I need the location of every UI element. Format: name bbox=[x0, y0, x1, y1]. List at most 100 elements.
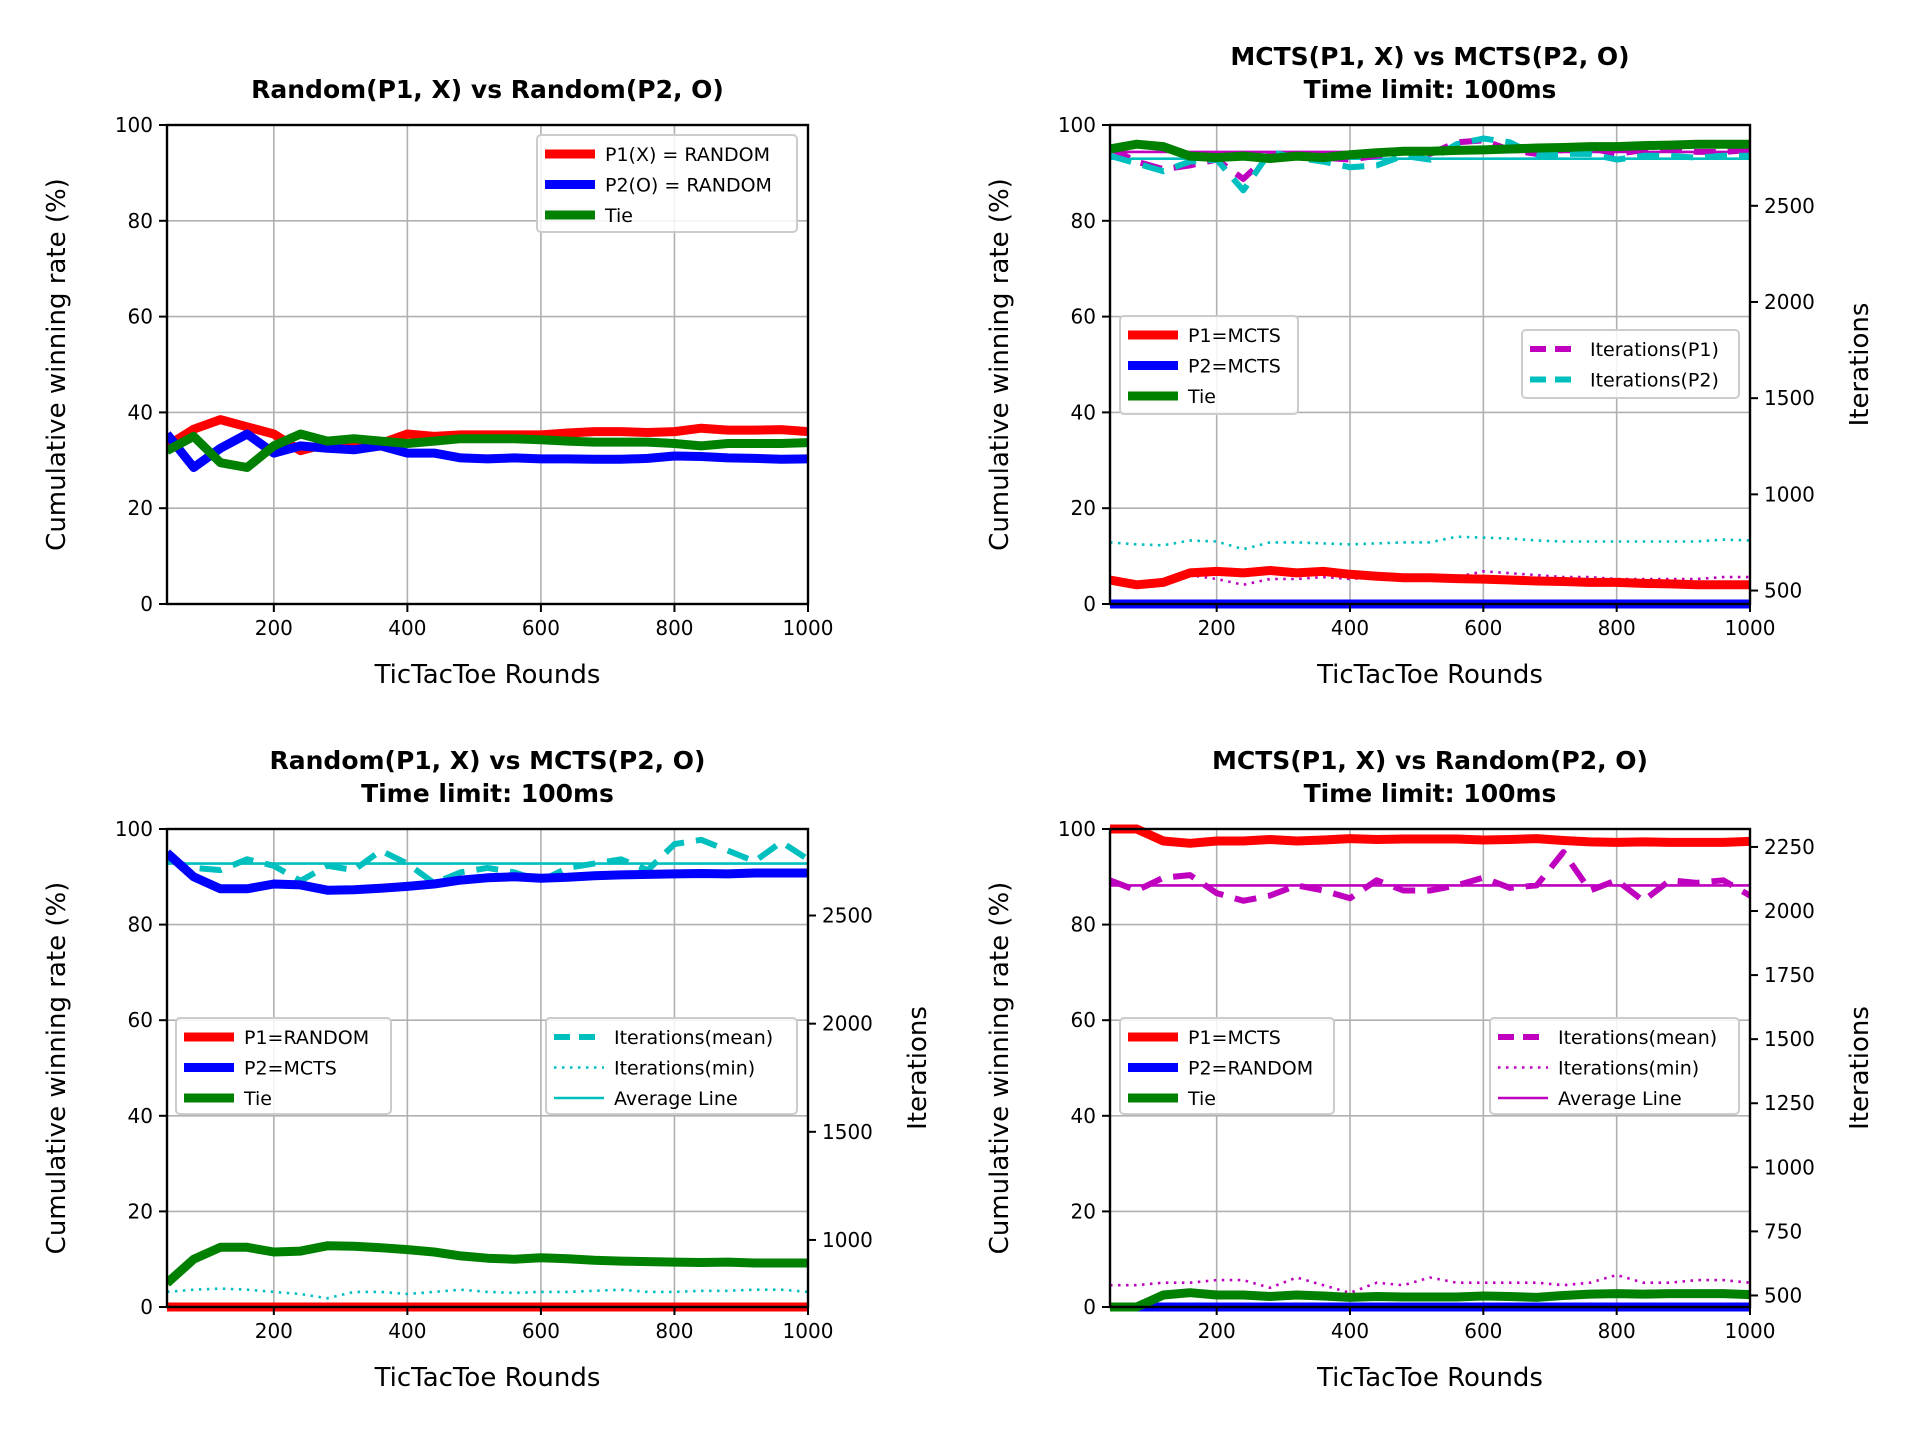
legend-secondary: Iterations(mean) Iterations(min) Average L… bbox=[1489, 1017, 1740, 1115]
x-tick-label: 800 bbox=[1598, 616, 1636, 640]
y-tick-label: 100 bbox=[1058, 113, 1096, 137]
legend: P1(X) = RANDOM P2(O) = RANDOM Tie bbox=[536, 134, 798, 233]
chart-title: Random(P1, X) vs MCTS(P2, O) bbox=[270, 746, 706, 775]
y-axis-label: Cumulative winning rate (%) bbox=[42, 178, 72, 551]
x-axis-label: TicTacToe Rounds bbox=[1316, 1363, 1543, 1393]
chart-title: Time limit: 100ms bbox=[361, 779, 614, 808]
legend-entry-tie: Tie bbox=[243, 1088, 272, 1110]
series-line-tie bbox=[167, 1241, 808, 1287]
y-tick-label: 60 bbox=[128, 305, 153, 329]
series-line-tie bbox=[1110, 1288, 1750, 1312]
chart-panel-1: 200 400 600 800 1000 0 20 40 60 80 100 Random(P1, X… bbox=[42, 75, 833, 690]
y-tick-label: 80 bbox=[128, 209, 153, 233]
x-tick-label: 600 bbox=[522, 616, 560, 640]
axes-frame bbox=[1108, 827, 1752, 1309]
y-axis-label: Cumulative winning rate (%) bbox=[42, 882, 72, 1255]
legend-entry-p1-x-random: P1(X) = RANDOM bbox=[605, 144, 770, 166]
x-axis-label: TicTacToe Rounds bbox=[1316, 660, 1543, 690]
legend-secondary: Iterations(P1) Iterations(P2) bbox=[1521, 329, 1740, 399]
legend-entry-p1-mcts: P1=MCTS bbox=[1188, 325, 1281, 347]
y2-tick-label: 2000 bbox=[1764, 899, 1815, 923]
y-tick-label: 80 bbox=[1071, 209, 1096, 233]
series-line-iterations-min bbox=[1110, 1273, 1750, 1295]
y2-axis-label: Iterations bbox=[903, 1006, 933, 1130]
y-tick-label: 20 bbox=[128, 496, 153, 520]
y-tick-label: 60 bbox=[1071, 1008, 1096, 1032]
y-tick-label: 20 bbox=[128, 1199, 153, 1223]
y-tick-label: 80 bbox=[128, 913, 153, 937]
y-tick-label: 40 bbox=[128, 1104, 153, 1128]
legend-entry-p2-mcts: P2=MCTS bbox=[244, 1058, 337, 1080]
y2-tick-label: 1500 bbox=[822, 1120, 873, 1144]
y-axis-label: Cumulative winning rate (%) bbox=[985, 178, 1015, 551]
chart-title: MCTS(P1, X) vs Random(P2, O) bbox=[1212, 746, 1648, 775]
legend-entry-iterations-p1: Iterations(P1) bbox=[1590, 339, 1719, 361]
y2-axis-label: Iterations bbox=[1845, 303, 1875, 427]
legend-entry-tie: Tie bbox=[1187, 1088, 1216, 1110]
legend-entry-p2-o-random: P2(O) = RANDOM bbox=[605, 175, 772, 197]
y2-tick-label: 1500 bbox=[1764, 386, 1815, 410]
series-line-p2-o-random bbox=[167, 429, 808, 472]
y-tick-label: 60 bbox=[1071, 305, 1096, 329]
y2-tick-label: 1000 bbox=[822, 1228, 873, 1252]
y2-tick-label: 2000 bbox=[822, 1012, 873, 1036]
chart-title: MCTS(P1, X) vs MCTS(P2, O) bbox=[1230, 42, 1629, 71]
x-tick-label: 200 bbox=[255, 616, 293, 640]
y2-tick-label: 2500 bbox=[822, 904, 873, 928]
chart-panel-2: 200 400 600 800 1000 0 20 40 60 80 100 500 1000 1500 2… bbox=[985, 42, 1875, 690]
x-tick-label: 600 bbox=[1464, 1319, 1502, 1343]
legend: P1=RANDOM P2=MCTS Tie bbox=[175, 1017, 392, 1115]
series-line-p2-mcts bbox=[167, 849, 808, 895]
series-line-tie bbox=[1110, 139, 1750, 163]
legend-entry-iterations-min: Iterations(min) bbox=[614, 1058, 755, 1080]
y2-tick-label: 750 bbox=[1764, 1219, 1802, 1243]
x-tick-label: 1000 bbox=[783, 616, 834, 640]
x-tick-label: 800 bbox=[655, 1319, 693, 1343]
series-line-p1-mcts bbox=[1110, 824, 1750, 848]
y2-tick-label: 1750 bbox=[1764, 963, 1815, 987]
x-tick-label: 800 bbox=[655, 616, 693, 640]
series-line-iterations-min bbox=[167, 1287, 808, 1300]
legend-entry-iterations-mean: Iterations(mean) bbox=[614, 1027, 773, 1049]
y-tick-label: 80 bbox=[1071, 913, 1096, 937]
chart-title: Random(P1, X) vs Random(P2, O) bbox=[251, 75, 724, 104]
legend-entry-p1-random: P1=RANDOM bbox=[244, 1027, 369, 1049]
y-tick-label: 60 bbox=[128, 1008, 153, 1032]
x-tick-label: 400 bbox=[1331, 1319, 1369, 1343]
x-tick-label: 1000 bbox=[1725, 1319, 1776, 1343]
y2-tick-label: 2500 bbox=[1764, 194, 1815, 218]
y2-tick-label: 1500 bbox=[1764, 1027, 1815, 1051]
y-tick-label: 40 bbox=[1071, 1104, 1096, 1128]
chart-title: Time limit: 100ms bbox=[1304, 779, 1557, 808]
x-tick-label: 400 bbox=[1331, 616, 1369, 640]
x-axis-label: TicTacToe Rounds bbox=[374, 1363, 601, 1393]
y2-tick-label: 1000 bbox=[1764, 1155, 1815, 1179]
legend-entry-average-line: Average Line bbox=[614, 1088, 738, 1110]
axes-frame bbox=[165, 123, 810, 606]
legend-entry-average-line: Average Line bbox=[1558, 1088, 1682, 1110]
legend-entry-iterations-p2: Iterations(P2) bbox=[1590, 370, 1719, 392]
chart-panel-4: 200 400 600 800 1000 0 20 40 60 80 100 500 750 1000 12… bbox=[985, 746, 1875, 1393]
y-tick-label: 40 bbox=[128, 400, 153, 424]
y2-tick-label: 500 bbox=[1764, 1283, 1802, 1307]
x-tick-label: 600 bbox=[1464, 616, 1502, 640]
y2-tick-label: 2250 bbox=[1764, 835, 1815, 859]
legend: P1=MCTS P2=MCTS Tie bbox=[1119, 315, 1299, 415]
y-tick-label: 0 bbox=[140, 592, 153, 616]
x-tick-label: 400 bbox=[388, 616, 426, 640]
y-tick-label: 100 bbox=[1058, 817, 1096, 841]
x-tick-label: 400 bbox=[388, 1319, 426, 1343]
series-line-iterations-mean bbox=[1110, 849, 1750, 904]
y2-tick-label: 1000 bbox=[1764, 482, 1815, 506]
series-line-aux-3 bbox=[1110, 535, 1750, 551]
y2-tick-label: 1250 bbox=[1764, 1091, 1815, 1115]
legend-entry-p2-mcts: P2=MCTS bbox=[1188, 356, 1281, 378]
y-tick-label: 0 bbox=[140, 1295, 153, 1319]
y-tick-label: 20 bbox=[1071, 496, 1096, 520]
legend-entry-tie: Tie bbox=[604, 205, 633, 227]
x-tick-label: 600 bbox=[522, 1319, 560, 1343]
x-tick-label: 1000 bbox=[783, 1319, 834, 1343]
y-tick-label: 100 bbox=[115, 113, 153, 137]
legend-entry-iterations-mean: Iterations(mean) bbox=[1558, 1027, 1717, 1049]
